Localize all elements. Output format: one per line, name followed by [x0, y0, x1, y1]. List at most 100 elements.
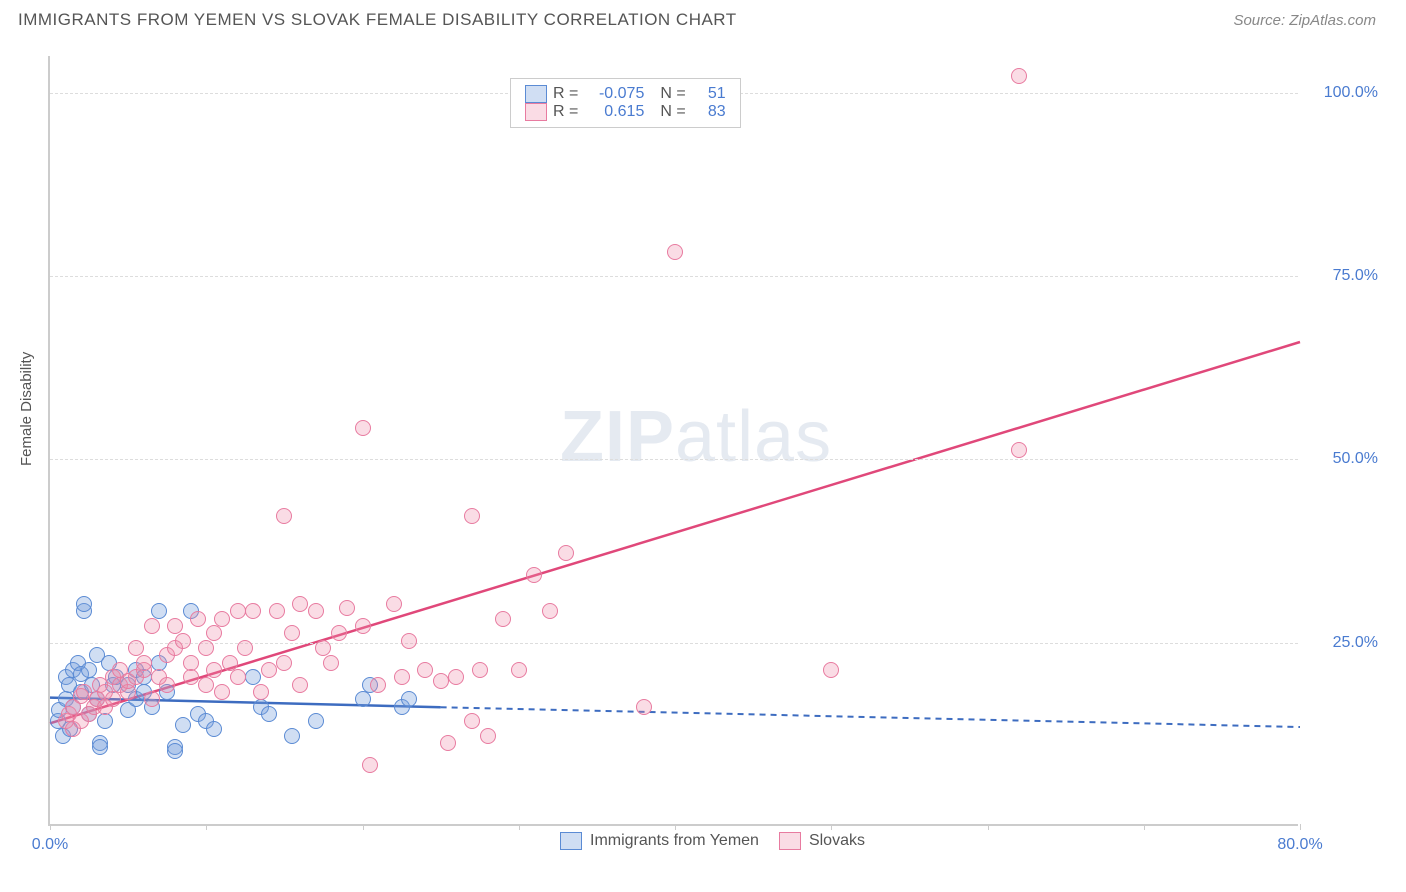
scatter-point [433, 673, 449, 689]
gridline [50, 276, 1298, 277]
scatter-point [151, 603, 167, 619]
scatter-point [315, 640, 331, 656]
y-tick-label: 50.0% [1308, 450, 1378, 468]
chart-title: IMMIGRANTS FROM YEMEN VS SLOVAK FEMALE D… [18, 10, 737, 30]
scatter-point [276, 655, 292, 671]
correlation-legend: R = -0.075 N = 51 R = 0.615 N = 83 [510, 78, 741, 128]
scatter-point [355, 691, 371, 707]
legend-r-label: R = [553, 103, 578, 121]
legend-n-value: 51 [696, 85, 726, 103]
scatter-point [183, 655, 199, 671]
trend-line [50, 342, 1300, 723]
scatter-point [464, 713, 480, 729]
legend-n-value: 83 [696, 103, 726, 121]
scatter-point [253, 684, 269, 700]
scatter-point [331, 625, 347, 641]
scatter-point [362, 757, 378, 773]
scatter-point [284, 728, 300, 744]
scatter-point [175, 717, 191, 733]
scatter-point [190, 611, 206, 627]
scatter-point [355, 420, 371, 436]
scatter-point [206, 662, 222, 678]
scatter-point [92, 739, 108, 755]
legend-swatch [560, 832, 582, 850]
legend-swatch [779, 832, 801, 850]
scatter-point [480, 728, 496, 744]
scatter-point [167, 618, 183, 634]
scatter-point [230, 603, 246, 619]
plot-area: ZIPatlas 25.0%50.0%75.0%100.0%0.0%80.0%R… [48, 56, 1298, 826]
x-tick-mark [519, 824, 520, 830]
scatter-point [214, 684, 230, 700]
y-tick-label: 75.0% [1308, 267, 1378, 285]
scatter-point [222, 655, 238, 671]
scatter-point [198, 677, 214, 693]
series-legend-item: Slovaks [779, 832, 865, 850]
legend-row: R = -0.075 N = 51 [525, 85, 726, 103]
x-tick-mark [1144, 824, 1145, 830]
scatter-point [230, 669, 246, 685]
scatter-point [237, 640, 253, 656]
scatter-point [542, 603, 558, 619]
source-attribution: Source: ZipAtlas.com [1233, 12, 1376, 29]
trend-lines-layer [50, 56, 1298, 824]
scatter-point [76, 596, 92, 612]
x-tick-label: 80.0% [1277, 836, 1322, 854]
scatter-point [370, 677, 386, 693]
scatter-point [292, 677, 308, 693]
legend-r-value: -0.075 [588, 85, 644, 103]
scatter-point [339, 600, 355, 616]
legend-swatch [525, 103, 547, 121]
scatter-point [97, 713, 113, 729]
gridline [50, 459, 1298, 460]
scatter-point [144, 618, 160, 634]
x-tick-mark [50, 824, 51, 830]
scatter-point [159, 677, 175, 693]
scatter-point [386, 596, 402, 612]
x-tick-label: 0.0% [32, 836, 68, 854]
scatter-point [464, 508, 480, 524]
x-tick-mark [675, 824, 676, 830]
legend-r-label: R = [553, 85, 578, 103]
scatter-point [394, 669, 410, 685]
x-tick-mark [206, 824, 207, 830]
scatter-point [472, 662, 488, 678]
scatter-point [308, 713, 324, 729]
scatter-point [183, 669, 199, 685]
legend-swatch [525, 85, 547, 103]
scatter-point [269, 603, 285, 619]
trend-line [441, 707, 1300, 727]
y-axis-label: Female Disability [18, 352, 35, 466]
scatter-point [144, 691, 160, 707]
scatter-point [823, 662, 839, 678]
scatter-point [558, 545, 574, 561]
scatter-point [511, 662, 527, 678]
x-tick-mark [831, 824, 832, 830]
y-tick-label: 100.0% [1308, 84, 1378, 102]
scatter-point [401, 633, 417, 649]
legend-n-label: N = [660, 85, 685, 103]
x-tick-mark [363, 824, 364, 830]
scatter-point [292, 596, 308, 612]
scatter-point [667, 244, 683, 260]
series-legend-item: Immigrants from Yemen [560, 832, 759, 850]
scatter-point [206, 625, 222, 641]
series-name: Slovaks [809, 832, 865, 850]
scatter-point [81, 662, 97, 678]
scatter-point [261, 662, 277, 678]
scatter-point [1011, 442, 1027, 458]
scatter-point [261, 706, 277, 722]
legend-n-label: N = [660, 103, 685, 121]
legend-r-value: 0.615 [588, 103, 644, 121]
scatter-point [128, 640, 144, 656]
scatter-point [448, 669, 464, 685]
x-tick-mark [1300, 824, 1301, 830]
chart-container: Female Disability ZIPatlas 25.0%50.0%75.… [0, 36, 1406, 886]
scatter-point [284, 625, 300, 641]
series-legend: Immigrants from Yemen Slovaks [560, 832, 865, 850]
scatter-point [276, 508, 292, 524]
scatter-point [440, 735, 456, 751]
scatter-point [245, 603, 261, 619]
scatter-point [1011, 68, 1027, 84]
legend-row: R = 0.615 N = 83 [525, 103, 726, 121]
